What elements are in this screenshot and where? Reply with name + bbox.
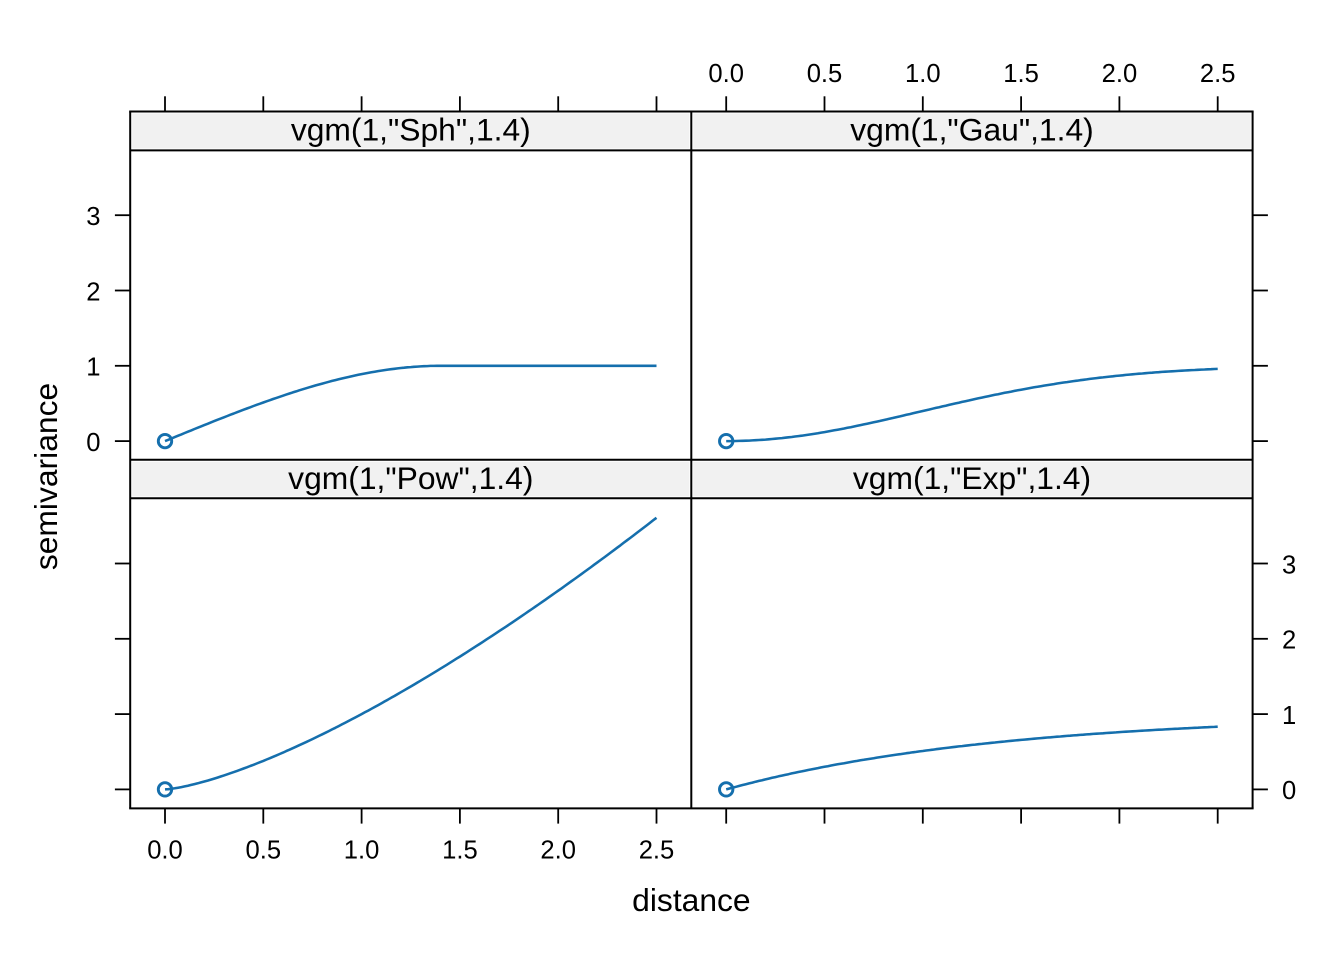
svg-text:0.0: 0.0 bbox=[147, 837, 183, 865]
svg-text:1.0: 1.0 bbox=[905, 60, 941, 88]
svg-text:1.5: 1.5 bbox=[442, 837, 478, 865]
svg-text:vgm(1,"Exp",1.4): vgm(1,"Exp",1.4) bbox=[853, 460, 1091, 496]
svg-text:2: 2 bbox=[1282, 627, 1296, 655]
svg-text:semivariance: semivariance bbox=[28, 383, 64, 570]
svg-text:2.5: 2.5 bbox=[639, 837, 675, 865]
svg-text:0.0: 0.0 bbox=[708, 60, 744, 88]
svg-text:2.5: 2.5 bbox=[1200, 60, 1236, 88]
svg-text:2.0: 2.0 bbox=[540, 837, 576, 865]
svg-text:vgm(1,"Sph",1.4): vgm(1,"Sph",1.4) bbox=[291, 112, 531, 148]
svg-text:vgm(1,"Gau",1.4): vgm(1,"Gau",1.4) bbox=[850, 112, 1093, 148]
svg-text:1: 1 bbox=[86, 354, 100, 382]
svg-text:0: 0 bbox=[86, 429, 100, 457]
svg-text:vgm(1,"Pow",1.4): vgm(1,"Pow",1.4) bbox=[288, 460, 533, 496]
svg-text:1: 1 bbox=[1282, 702, 1296, 730]
svg-text:0.5: 0.5 bbox=[246, 837, 282, 865]
svg-text:2.0: 2.0 bbox=[1102, 60, 1138, 88]
svg-text:2: 2 bbox=[86, 278, 100, 306]
svg-text:distance: distance bbox=[632, 882, 750, 918]
svg-text:1.5: 1.5 bbox=[1003, 60, 1039, 88]
svg-text:0: 0 bbox=[1282, 777, 1296, 805]
svg-text:3: 3 bbox=[1282, 551, 1296, 579]
svg-text:0.5: 0.5 bbox=[807, 60, 843, 88]
svg-text:1.0: 1.0 bbox=[344, 837, 380, 865]
svg-text:3: 3 bbox=[86, 203, 100, 231]
